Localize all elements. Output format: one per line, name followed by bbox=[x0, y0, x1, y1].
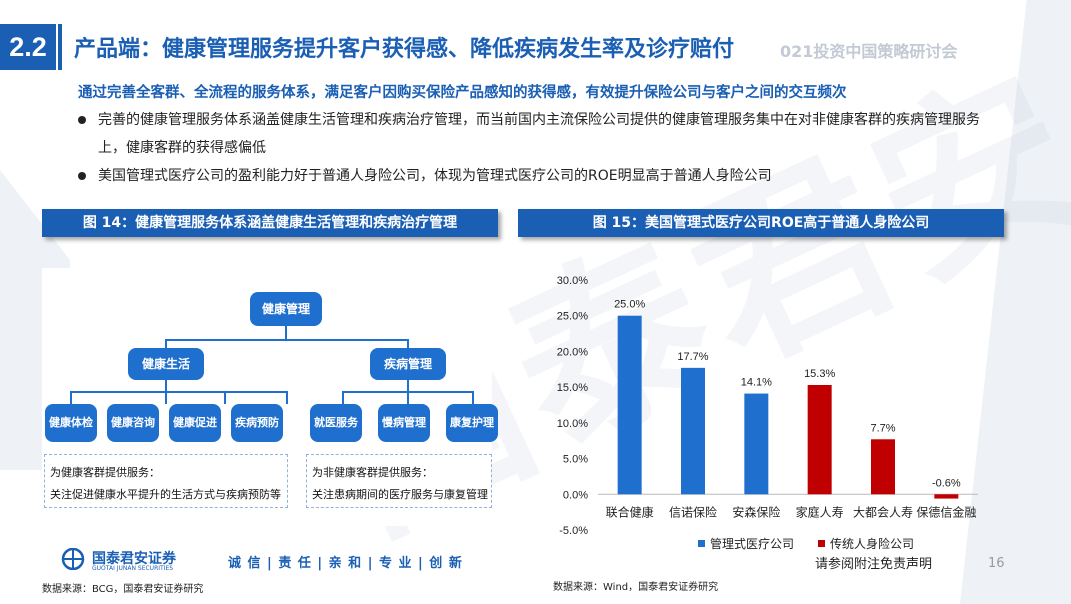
logo-text-en: GUOTAI JUNAN SECURITIES bbox=[92, 565, 174, 572]
bullet-dot-icon bbox=[78, 116, 86, 124]
section-number: 2.2 bbox=[0, 24, 56, 70]
disclaimer-link[interactable]: 请参阅附注免责声明 bbox=[815, 557, 933, 572]
bullet-dot-icon bbox=[78, 172, 86, 180]
x-category-label: 信诺保险 bbox=[669, 504, 717, 519]
bar-value-label: 7.7% bbox=[870, 422, 895, 434]
roe-bar-chart: -5.0% 0.0% 5.0% 10.0% 15.0% 20.0% 25.0% 30.0% 25… bbox=[518, 268, 1018, 568]
x-category-label: 保德信金融 bbox=[916, 504, 976, 519]
node-leaf: 健康咨询 bbox=[107, 404, 159, 442]
bar-value-label: 14.1% bbox=[741, 377, 772, 389]
logo-icon bbox=[61, 548, 85, 570]
figure14-title: 图 14：健康管理服务体系涵盖健康生活管理和疾病治疗管理 bbox=[42, 209, 498, 237]
legend-swatch bbox=[818, 540, 825, 547]
note-healthy-line2: 关注促进健康水平提升的生活方式与疾病预防等 bbox=[50, 488, 281, 501]
bullet-text: 美国管理式医疗公司的盈利能力好于普通人身险公司，体现为管理式医疗公司的ROE明显… bbox=[98, 168, 772, 184]
node-branch: 疾病管理 bbox=[370, 348, 446, 380]
figure15-title: 图 15：美国管理式医疗公司ROE高于普通人身险公司 bbox=[518, 209, 1004, 237]
diagram-connectors bbox=[70, 326, 474, 404]
bar bbox=[871, 439, 895, 495]
y-tick-label: 0.0% bbox=[563, 489, 588, 501]
y-tick-label: 25.0% bbox=[557, 311, 588, 323]
legend-swatch bbox=[698, 540, 705, 547]
bar bbox=[617, 315, 642, 495]
y-tick-label: 20.0% bbox=[557, 346, 588, 358]
bar bbox=[744, 393, 769, 495]
y-tick-label: -5.0% bbox=[559, 525, 588, 537]
bar bbox=[807, 385, 832, 495]
node-leaf: 健康体检 bbox=[45, 404, 97, 442]
bullet-item: 美国管理式医疗公司的盈利能力好于普通人身险公司，体现为管理式医疗公司的ROE明显… bbox=[78, 162, 998, 190]
note-unhealthy-line1: 为非健康客群提供服务： bbox=[312, 466, 433, 479]
event-label: 021投资中国策略研讨会 bbox=[780, 42, 958, 61]
bullet-text: 完善的健康管理服务体系涵盖健康生活管理和疾病治疗管理，而当前国内主流保险公司提供… bbox=[98, 112, 980, 156]
bar-value-label: 25.0% bbox=[614, 299, 645, 311]
bullet-item: 完善的健康管理服务体系涵盖健康生活管理和疾病治疗管理，而当前国内主流保险公司提供… bbox=[78, 106, 998, 162]
logo-text-cn: 国泰君安证券 bbox=[92, 551, 176, 567]
figure14-source: 数据来源：BCG，国泰君安证券研究 bbox=[42, 584, 204, 595]
bar bbox=[934, 494, 959, 499]
page-title: 产品端：健康管理服务提升客户获得感、降低疾病发生率及诊疗赔付 bbox=[74, 37, 735, 62]
y-tick-label: 15.0% bbox=[557, 382, 588, 394]
x-category-label: 联合健康 bbox=[606, 504, 654, 519]
x-category-label: 大都会人寿 bbox=[853, 505, 913, 519]
intro-subtitle: 通过完善全客群、全流程的服务体系，满足客户因购买保险产品感知的获得感，有效提升保… bbox=[78, 85, 847, 101]
note-box-unhealthy bbox=[306, 454, 492, 508]
figure15-source: 数据来源：Wind，国泰君安证券研究 bbox=[553, 582, 719, 593]
node-leaf: 就医服务 bbox=[310, 404, 362, 442]
legend-label: 管理式医疗公司 bbox=[710, 536, 794, 551]
bar-value-label: -0.6% bbox=[932, 477, 961, 489]
node-leaf: 慢病管理 bbox=[378, 404, 430, 442]
chart-svg: -5.0% 0.0% 5.0% 10.0% 15.0% 20.0% 25.0% 30.0% 25… bbox=[557, 275, 978, 551]
note-box-healthy bbox=[44, 454, 288, 508]
node-leaf: 康复护理 bbox=[446, 404, 498, 442]
x-category-label: 家庭人寿 bbox=[796, 504, 844, 519]
node-branch: 健康生活 bbox=[128, 348, 204, 380]
page-number: 16 bbox=[988, 556, 1005, 571]
bar bbox=[681, 367, 705, 495]
bar-value-label: 15.3% bbox=[804, 368, 835, 380]
bar-value-label: 17.7% bbox=[677, 351, 708, 363]
company-motto: 诚 信 | 责 任 | 亲 和 | 专 业 | 创 新 bbox=[228, 556, 463, 571]
y-tick-label: 10.0% bbox=[557, 418, 588, 430]
x-category-label: 安森保险 bbox=[732, 504, 780, 519]
node-leaf: 疾病预防 bbox=[231, 404, 283, 442]
note-healthy-line1: 为健康客群提供服务： bbox=[50, 466, 160, 479]
note-unhealthy-line2: 关注患病期间的医疗服务与康复管理 bbox=[312, 488, 488, 501]
y-tick-label: 30.0% bbox=[557, 275, 588, 287]
node-leaf: 健康促进 bbox=[169, 404, 221, 442]
legend-label: 传统人身险公司 bbox=[830, 536, 914, 551]
header-divider bbox=[58, 24, 62, 70]
node-root: 健康管理 bbox=[250, 292, 322, 326]
y-tick-label: 5.0% bbox=[563, 454, 588, 466]
health-management-diagram: 健康管理 健康生活 疾病管理 健康体检 健康咨询 健康促进 疾病预防 就医服务 … bbox=[42, 268, 498, 526]
